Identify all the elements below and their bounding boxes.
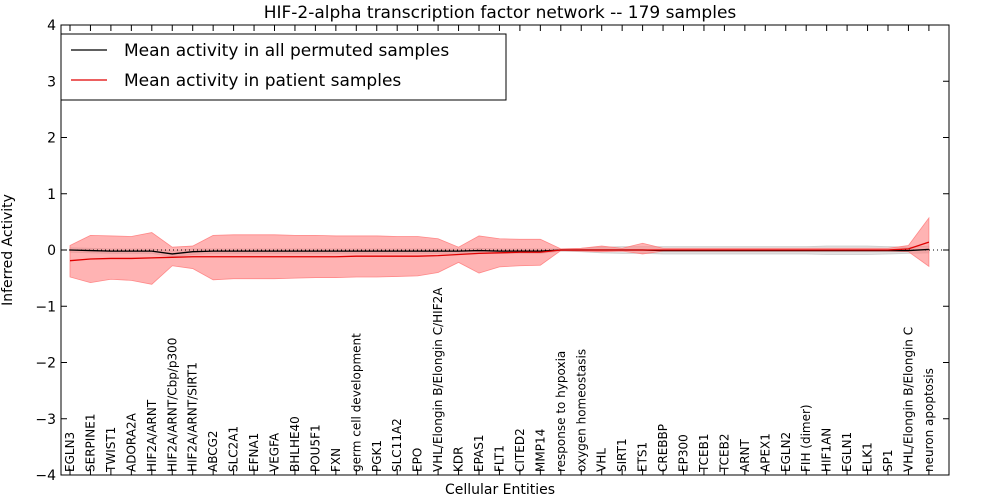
legend-label-patient: Mean activity in patient samples (124, 71, 401, 91)
x-tick-label: ARNT (738, 438, 752, 472)
y-tick-label: −2 (35, 356, 56, 372)
x-tick-label: HIF2A/ARNT/SIRT1 (186, 362, 200, 472)
x-tick-label: EFNA1 (247, 433, 261, 472)
x-tick-label: SERPINE1 (83, 413, 97, 472)
x-tick-label: FXN (329, 448, 343, 472)
x-tick-label: HIF1AN (820, 428, 834, 472)
x-tick-label: response to hypoxia (554, 351, 568, 472)
x-tick-label: TWIST1 (104, 427, 118, 473)
y-tick-label: −1 (35, 299, 56, 315)
x-tick-label: BHLHE40 (288, 416, 302, 472)
x-tick-label: EGLN3 (63, 432, 77, 472)
x-tick-label: EGLN2 (779, 432, 793, 472)
y-tick-label: −3 (35, 412, 56, 428)
x-tick-label: ETS1 (636, 442, 650, 472)
x-tick-label: VHL (595, 448, 609, 472)
x-tick-label: APEX1 (758, 433, 772, 472)
y-tick-label: −4 (35, 468, 56, 484)
x-tick-label: POU5F1 (308, 424, 322, 472)
x-tick-label: VHL/Elongin B/Elongin C (901, 327, 915, 472)
x-tick-label: MMP14 (533, 429, 547, 472)
y-axis: −4 −3 −2 −1 0 1 2 3 4 (35, 18, 949, 484)
x-tick-label: SLC2A1 (227, 426, 241, 472)
x-tick-label: TCEB1 (697, 434, 711, 473)
x-axis-title: Cellular Entities (445, 482, 555, 498)
x-tick-label: ELK1 (861, 442, 875, 472)
x-tick-label: TCEB2 (717, 434, 731, 473)
x-tick-label: SLC11A2 (390, 418, 404, 472)
x-axis: EGLN3 SERPINE1 TWIST1 ADORA2A HIF2A/ARNT HIF2… (63, 25, 936, 475)
y-tick-label: 2 (47, 131, 56, 147)
x-tick-label: oxygen homeostasis (574, 349, 588, 472)
x-tick-label: neuron apoptosis (922, 368, 936, 472)
y-tick-label: 4 (47, 18, 56, 34)
series-lines (69, 241, 930, 262)
legend-box (60, 33, 507, 101)
x-tick-label: HIF2A/ARNT (145, 399, 159, 472)
legend: Mean activity in all permuted samples Me… (60, 33, 507, 101)
x-tick-label: germ cell development (349, 333, 363, 472)
x-tick-label: FIH (dimer) (799, 404, 813, 472)
x-tick-label: EGLN1 (840, 432, 854, 472)
x-tick-label: EPO (411, 448, 425, 472)
line-patient (69, 241, 930, 262)
x-tick-label: EPAS1 (472, 434, 486, 472)
x-tick-label: CREBBP (656, 424, 670, 472)
y-tick-label: 1 (47, 187, 56, 203)
x-tick-label: ABCG2 (206, 430, 220, 472)
x-tick-label: FLT1 (492, 445, 506, 472)
x-tick-label: VEGFA (268, 432, 282, 472)
y-tick-label: 0 (47, 243, 56, 259)
x-tick-label: SP1 (881, 450, 895, 473)
legend-label-permuted: Mean activity in all permuted samples (124, 41, 449, 61)
x-tick-label: VHL/Elongin B/Elongin C/HIF2A (431, 287, 445, 472)
x-tick-label: HIF2A/ARNT/Cbp/p300 (165, 338, 179, 472)
y-axis-title: Inferred Activity (0, 194, 16, 306)
x-tick-label: PGK1 (370, 440, 384, 472)
x-tick-label: EP300 (677, 434, 691, 472)
y-tick-label: 3 (47, 74, 56, 90)
chart-title: HIF-2-alpha transcription factor network… (264, 3, 737, 23)
x-tick-label: ADORA2A (124, 412, 138, 472)
x-tick-label: SIRT1 (615, 438, 629, 472)
x-tick-label: CITED2 (513, 428, 527, 472)
x-tick-label: KDR (452, 447, 466, 472)
